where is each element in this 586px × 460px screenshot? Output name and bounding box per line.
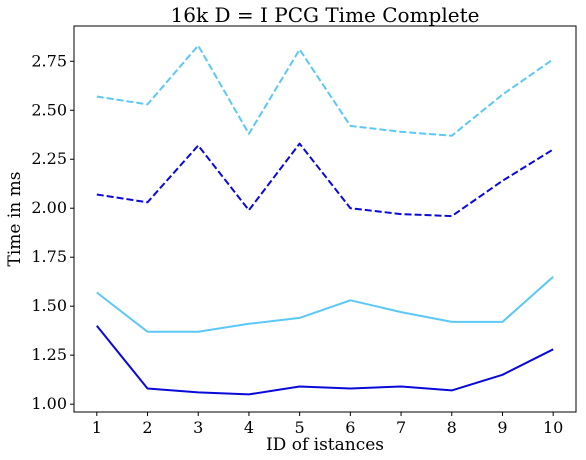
x-tick-label: 4 <box>244 418 254 437</box>
x-tick-label: 6 <box>345 418 355 437</box>
y-tick-label: 1.50 <box>31 296 67 315</box>
y-tick-label: 2.75 <box>31 51 67 70</box>
x-tick-label: 2 <box>142 418 152 437</box>
y-tick-label: 2.00 <box>31 198 67 217</box>
series-line-4-solid <box>96 325 554 396</box>
y-tick-label: 2.50 <box>31 100 67 119</box>
series-line-2-dashed <box>96 142 554 218</box>
x-axis: 1 2 3 4 5 6 7 8 9 10 <box>92 412 563 437</box>
chart-title: 16k D = I PCG Time Complete <box>171 3 480 27</box>
y-tick-label: 2.25 <box>31 149 67 168</box>
series-layer <box>96 44 554 396</box>
y-tick-label: 1.00 <box>31 394 67 413</box>
series-line-3-solid <box>96 276 554 333</box>
x-tick-label: 10 <box>543 418 563 437</box>
x-tick-label: 5 <box>295 418 305 437</box>
y-tick-label: 1.25 <box>31 345 67 364</box>
x-tick-label: 9 <box>497 418 507 437</box>
y-tick-label: 1.75 <box>31 247 67 266</box>
y-axis: 1.00 1.25 1.50 1.75 2.00 2.25 2.50 2.75 <box>31 51 74 413</box>
x-tick-label: 8 <box>447 418 457 437</box>
plot-frame <box>73 25 577 413</box>
series-line-1-dashed <box>96 44 554 137</box>
x-tick-label: 3 <box>193 418 203 437</box>
x-axis-label: ID of istances <box>266 435 384 455</box>
x-tick-label: 7 <box>396 418 406 437</box>
y-axis-label: Time in ms <box>5 172 25 267</box>
x-tick-label: 1 <box>92 418 102 437</box>
